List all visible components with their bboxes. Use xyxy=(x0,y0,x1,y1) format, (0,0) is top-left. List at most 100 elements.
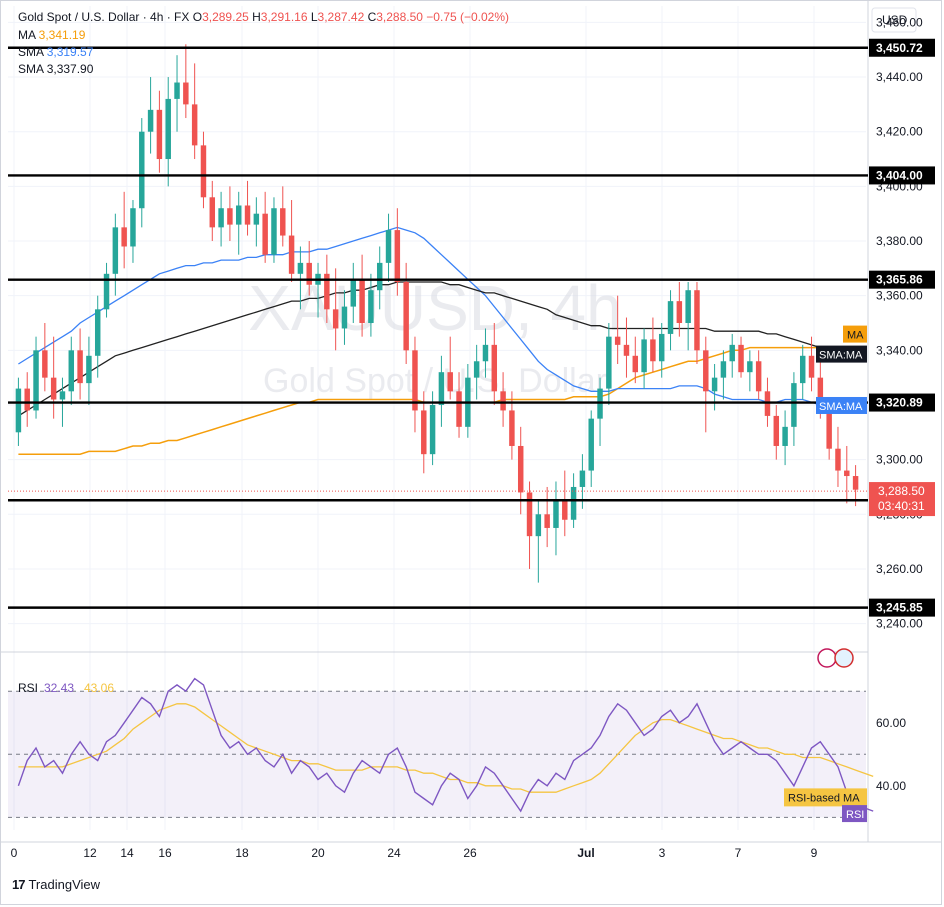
candle[interactable] xyxy=(112,213,119,296)
candle[interactable] xyxy=(200,131,207,209)
candle[interactable] xyxy=(244,180,251,236)
candle[interactable] xyxy=(376,246,383,310)
candle[interactable] xyxy=(456,372,462,438)
current-price-tag[interactable] xyxy=(869,482,935,517)
candle[interactable] xyxy=(385,213,392,283)
candle[interactable] xyxy=(694,282,700,364)
candle[interactable] xyxy=(703,336,709,433)
candle[interactable] xyxy=(720,350,727,400)
horizontal-levels[interactable] xyxy=(8,46,868,609)
candle[interactable] xyxy=(799,344,806,400)
candle[interactable] xyxy=(306,241,312,296)
candle[interactable] xyxy=(24,372,30,427)
candle[interactable] xyxy=(808,336,815,392)
rsi-tag[interactable] xyxy=(842,805,867,823)
level-price-tag[interactable] xyxy=(869,393,935,412)
tradingview-logo[interactable]: 17 TradingView xyxy=(12,877,100,892)
candle[interactable] xyxy=(553,481,559,556)
candle[interactable] xyxy=(139,118,145,228)
candle[interactable] xyxy=(86,336,92,405)
candle[interactable] xyxy=(33,336,39,419)
candles[interactable] xyxy=(15,44,859,583)
candle[interactable] xyxy=(235,191,242,255)
level-price-tag[interactable] xyxy=(869,270,935,289)
candle[interactable] xyxy=(738,336,744,378)
candle[interactable] xyxy=(183,44,189,119)
candle[interactable] xyxy=(755,350,762,400)
candle[interactable] xyxy=(94,295,101,378)
level-price-tag[interactable] xyxy=(869,598,935,617)
level-price-tag[interactable] xyxy=(869,38,935,57)
candle[interactable] xyxy=(191,63,198,160)
candle[interactable] xyxy=(68,336,75,405)
candle[interactable] xyxy=(368,273,374,337)
candle[interactable] xyxy=(482,328,489,378)
candle[interactable] xyxy=(103,262,110,318)
candle[interactable] xyxy=(412,336,418,433)
candle[interactable] xyxy=(227,186,233,242)
candle[interactable] xyxy=(50,336,57,419)
candle[interactable] xyxy=(632,336,639,384)
candle[interactable] xyxy=(491,323,498,405)
candle[interactable] xyxy=(209,180,216,242)
candle[interactable] xyxy=(121,191,127,269)
price-axis[interactable]: USD3,240.003,260.003,280.003,300.003,320… xyxy=(816,7,935,668)
candle[interactable] xyxy=(262,191,268,263)
candle[interactable] xyxy=(147,77,154,154)
candle[interactable] xyxy=(42,323,48,392)
candle[interactable] xyxy=(438,355,445,427)
candle[interactable] xyxy=(773,404,780,460)
candle[interactable] xyxy=(747,350,753,392)
candle[interactable] xyxy=(588,410,594,487)
candle[interactable] xyxy=(15,377,22,446)
candle[interactable] xyxy=(288,200,295,283)
sma-ma-tag-blue[interactable] xyxy=(816,396,867,414)
sma-ma-tag-dark[interactable] xyxy=(816,345,867,363)
candle[interactable] xyxy=(253,197,260,247)
candle[interactable] xyxy=(835,426,841,487)
time-axis[interactable]: 0 12 14 16 18 20 24 26 Jul 3 7 9 xyxy=(11,846,818,860)
candle[interactable] xyxy=(676,282,683,337)
candle[interactable] xyxy=(667,290,674,351)
candle[interactable] xyxy=(280,186,286,247)
candle[interactable] xyxy=(156,90,163,173)
candle[interactable] xyxy=(447,336,453,400)
rsi-ma-tag[interactable] xyxy=(784,788,867,807)
candle[interactable] xyxy=(729,333,735,378)
candle[interactable] xyxy=(324,254,330,323)
candle[interactable] xyxy=(782,410,788,466)
candle[interactable] xyxy=(844,445,850,504)
candle[interactable] xyxy=(658,323,665,378)
candle[interactable] xyxy=(130,200,136,263)
candle[interactable] xyxy=(535,500,542,583)
candle[interactable] xyxy=(77,328,83,400)
candle[interactable] xyxy=(297,246,304,310)
level-price-tag[interactable] xyxy=(869,166,935,185)
ma-tag[interactable] xyxy=(843,325,867,343)
candle[interactable] xyxy=(650,317,656,373)
candle[interactable] xyxy=(359,254,365,337)
candle[interactable] xyxy=(174,55,180,132)
candle[interactable] xyxy=(350,262,357,323)
candle[interactable] xyxy=(271,197,277,263)
candle[interactable] xyxy=(394,208,401,296)
candle[interactable] xyxy=(641,328,647,389)
candle[interactable] xyxy=(623,317,630,378)
candle[interactable] xyxy=(218,191,224,247)
candle[interactable] xyxy=(341,290,348,345)
currency-box[interactable] xyxy=(871,7,917,33)
candle[interactable] xyxy=(614,295,621,364)
candle[interactable] xyxy=(606,323,612,405)
candle[interactable] xyxy=(544,486,550,548)
candle[interactable] xyxy=(791,372,797,446)
candle[interactable] xyxy=(562,470,568,537)
candle[interactable] xyxy=(526,481,533,569)
event-icon[interactable] xyxy=(817,648,854,668)
candle[interactable] xyxy=(332,268,339,351)
candle[interactable] xyxy=(473,344,480,400)
candle[interactable] xyxy=(421,391,427,474)
candle[interactable] xyxy=(165,77,171,187)
candle[interactable] xyxy=(500,372,506,427)
candle[interactable] xyxy=(685,282,691,351)
